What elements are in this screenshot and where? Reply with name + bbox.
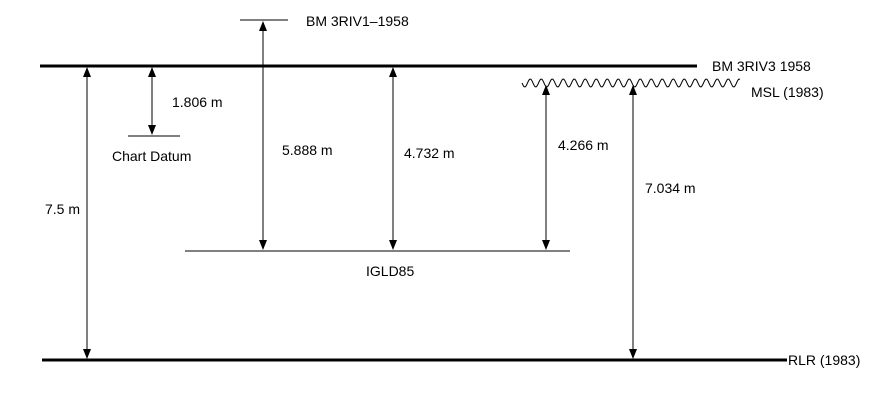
measure-msl-to-igld85: 4.266 m	[558, 137, 609, 153]
bm-3riv1-1958-label: BM 3RIV1–1958	[306, 13, 409, 29]
msl-1983-wavy-line	[521, 78, 741, 88]
measure-bm3riv3-to-rlr: 7.5 m	[45, 201, 80, 217]
rlr-1983-label: RLR (1983)	[788, 352, 860, 368]
measure-msl-to-rlr: 7.034 m	[645, 180, 696, 196]
measure-bm3riv3-to-chart-datum: 1.806 m	[172, 94, 223, 110]
msl-1983-label: MSL (1983)	[751, 84, 824, 100]
igld85-label: IGLD85	[366, 263, 414, 279]
measure-bm3riv1-to-igld85: 5.888 m	[282, 142, 333, 158]
chart-datum-label: Chart Datum	[112, 148, 191, 164]
bm-3riv3-1958-label: BM 3RIV3 1958	[712, 58, 811, 74]
measure-bm3riv3-to-igld85: 4.732 m	[404, 145, 455, 161]
